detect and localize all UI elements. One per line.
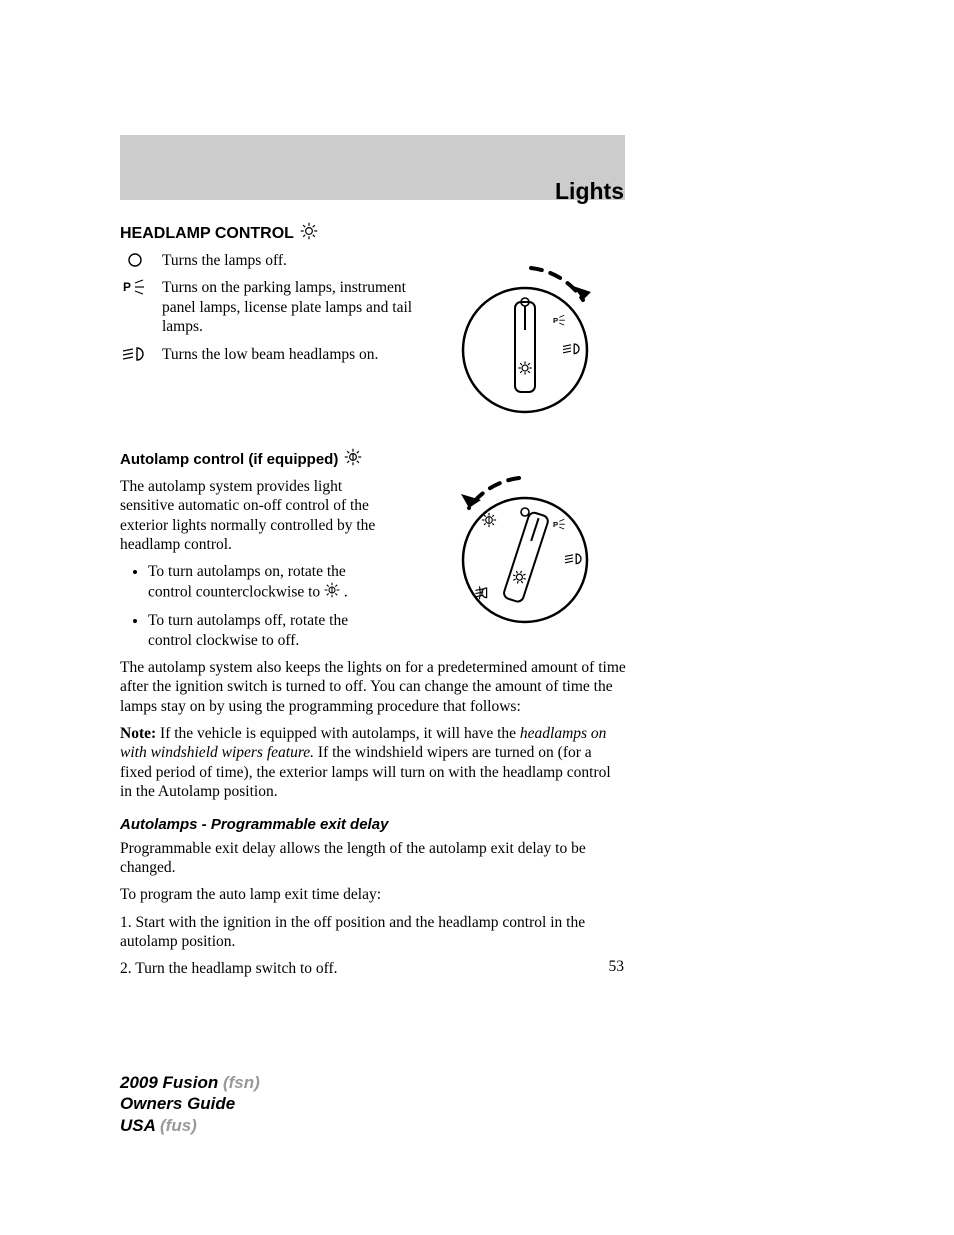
footer-code2: (fus) (160, 1116, 197, 1135)
exit-delay-p1: Programmable exit delay allows the lengt… (120, 839, 626, 878)
footer: 2009 Fusion (fsn) Owners Guide USA (fus) (120, 1072, 260, 1136)
svg-text:P: P (553, 520, 558, 529)
lowbeam-text: Turns the low beam headlamps on. (162, 345, 432, 364)
exit-delay-step2: 2. Turn the headlamp switch to off. (120, 959, 626, 978)
header-bar (120, 135, 625, 200)
exit-delay-p2: To program the auto lamp exit time delay… (120, 885, 626, 904)
autolamp-dial-diagram: P (435, 460, 615, 635)
off-circle-icon (120, 251, 150, 268)
bullet-off: To turn autolamps off, rotate the contro… (148, 611, 385, 650)
page-number: 53 (609, 958, 625, 976)
note-label: Note: (120, 725, 156, 742)
autolamp-note: Note: If the vehicle is equipped with au… (120, 724, 626, 802)
footer-model: 2009 Fusion (120, 1073, 223, 1092)
section-title: Lights (555, 178, 624, 205)
autolamp-intro: The autolamp system provides light sensi… (120, 477, 390, 555)
sun-icon (300, 222, 318, 245)
footer-line3: USA (fus) (120, 1115, 260, 1136)
exit-delay-step1: 1. Start with the ignition in the off po… (120, 913, 626, 952)
autolamp-bullets: To turn autolamps on, rotate the control… (120, 562, 385, 650)
heading-row: HEADLAMP CONTROL (120, 222, 626, 245)
parking-lamp-icon: P (120, 278, 150, 295)
autolamp-heading: Autolamp control (if equipped) (120, 451, 338, 468)
exit-delay-heading: Autolamps - Programmable exit delay (120, 816, 626, 833)
svg-text:P: P (123, 280, 131, 294)
low-beam-icon (120, 345, 150, 362)
autolamp-inline-icon (324, 582, 340, 603)
note-text-a: If the vehicle is equipped with autolamp… (156, 725, 520, 742)
footer-line2: Owners Guide (120, 1093, 260, 1114)
parking-text: Turns on the parking lamps, instrument p… (162, 278, 432, 336)
bullet-on: To turn autolamps on, rotate the control… (148, 562, 385, 603)
headlamp-dial-diagram: P (435, 250, 615, 425)
autolamp-keeps-on: The autolamp system also keeps the light… (120, 658, 626, 716)
footer-region: USA (120, 1116, 160, 1135)
bullet-on-text-a: To turn autolamps on, rotate the control… (148, 563, 346, 600)
footer-line1: 2009 Fusion (fsn) (120, 1072, 260, 1093)
off-text: Turns the lamps off. (162, 251, 287, 270)
autolamp-icon (344, 448, 362, 471)
footer-code1: (fsn) (223, 1073, 260, 1092)
svg-text:P: P (553, 316, 558, 325)
bullet-on-text-b: . (340, 583, 348, 600)
headlamp-heading: HEADLAMP CONTROL (120, 225, 294, 243)
